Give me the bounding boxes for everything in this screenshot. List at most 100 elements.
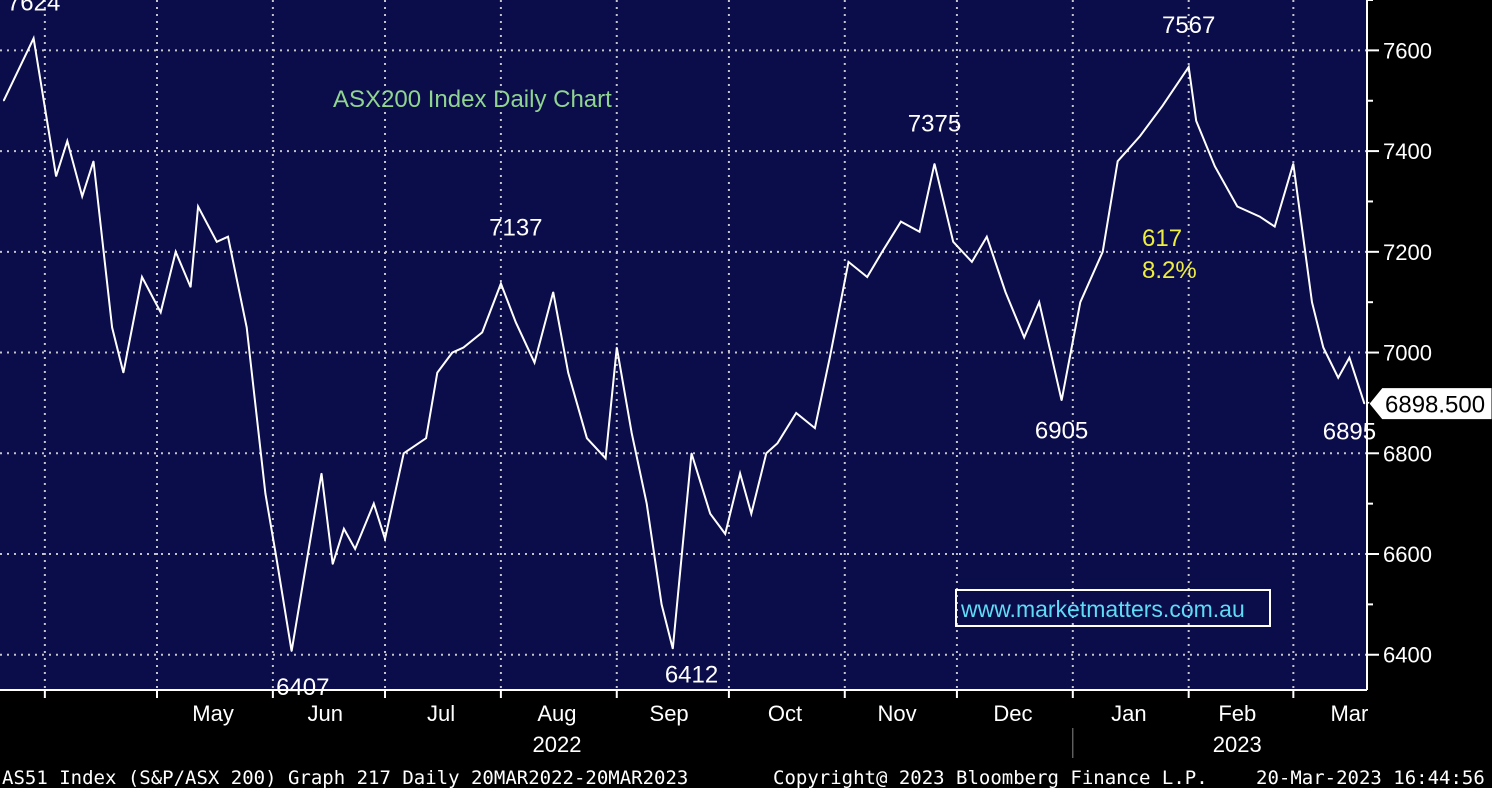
data-point [1322,346,1324,349]
data-point [481,331,483,334]
data-point [302,583,304,585]
y-tick-label: 7200 [1383,240,1432,265]
plot-background [0,0,1367,690]
data-point [986,236,988,238]
data-point [631,432,633,434]
price-annotation: 6407 [276,674,329,701]
data-point [3,100,5,102]
series-layer [2,34,1366,652]
data-point [373,503,375,505]
axis-layer: 6400 6600 6800 7000 7200 7400 7600 May Jun Jul Aug… [0,0,1492,758]
price-annotation: 6905 [1035,417,1088,444]
data-point [141,276,143,278]
data-point [1363,403,1365,405]
data-point [175,251,177,253]
footer-left: AS51 Index (S&P/ASX 200) Graph 217 Daily… [2,767,688,788]
data-point [765,452,767,454]
data-point [425,437,427,439]
price-annotation: 6412 [665,662,718,689]
price-annotation: 7567 [1162,12,1215,39]
data-point [1139,135,1141,137]
data-point [616,346,618,349]
data-point [264,492,266,495]
data-point [1292,163,1294,165]
data-point [66,140,68,142]
watermark-box [955,589,1271,627]
data-point [1274,226,1276,228]
data-point [500,282,502,285]
data-point [197,205,199,208]
data-point [918,231,921,233]
move-points-label: 617 [1142,225,1182,252]
data-point [552,291,554,293]
data-point [866,276,868,278]
last-value-label: 6898.500 [1385,392,1485,419]
data-point [403,452,405,454]
data-point [290,650,293,652]
chart-title: ASX200 Index Daily Chart [333,86,612,113]
x-month-label: May [192,701,234,726]
last-value-marker [1368,387,1492,421]
y-tick-label: 6800 [1383,441,1432,466]
price-annotation: 7624 [7,0,60,16]
data-point [1023,336,1025,339]
x-month-label: Mar [1330,701,1368,726]
x-year-label: 2022 [532,732,581,757]
data-point [515,321,517,323]
x-month-label: Feb [1218,701,1256,726]
data-point [814,427,816,429]
footer-right: 20-Mar-2023 16:44:56 [1256,767,1485,788]
data-point [971,261,973,263]
data-point [567,372,569,374]
data-point [900,221,902,223]
data-point [55,175,57,177]
data-point [343,528,345,530]
x-month-label: Jul [427,701,455,726]
y-tick-label: 6400 [1383,643,1432,668]
price-annotation: 7375 [908,111,961,138]
data-point [1188,66,1190,68]
data-point [246,326,248,328]
data-point [1004,291,1007,293]
data-point [690,452,693,454]
data-point [276,558,278,560]
data-point [750,513,752,515]
data-point [952,241,954,243]
data-point [1079,301,1081,303]
data-point [1038,301,1040,303]
data-point [384,538,386,540]
data-point [1348,356,1351,359]
data-point [451,351,453,354]
y-tick-label: 7000 [1383,341,1432,366]
x-month-label: Jun [307,701,342,726]
price-annotation: 7137 [489,215,542,242]
data-point [672,648,674,650]
data-point [661,603,663,605]
data-point [1060,399,1063,402]
data-point [1337,377,1339,379]
data-point [227,236,229,238]
data-point [1236,205,1238,208]
data-point [81,195,83,198]
x-year-label: 2023 [1213,732,1262,757]
data-point [92,160,95,162]
data-point [111,326,113,328]
data-point [709,513,711,515]
data-point [533,362,536,364]
data-point [739,472,741,475]
data-point [829,356,831,359]
data-point [216,241,218,243]
data-point [1161,105,1164,107]
data-point [354,548,356,550]
data-point [332,563,334,565]
data-point [122,372,124,374]
data-point [795,412,797,414]
price-annotation: 6895 [1323,418,1376,445]
data-point [881,251,883,253]
data-point [1214,165,1216,167]
move-percent-label: 8.2% [1142,257,1197,284]
data-point [1195,120,1197,122]
data-point [724,533,726,535]
